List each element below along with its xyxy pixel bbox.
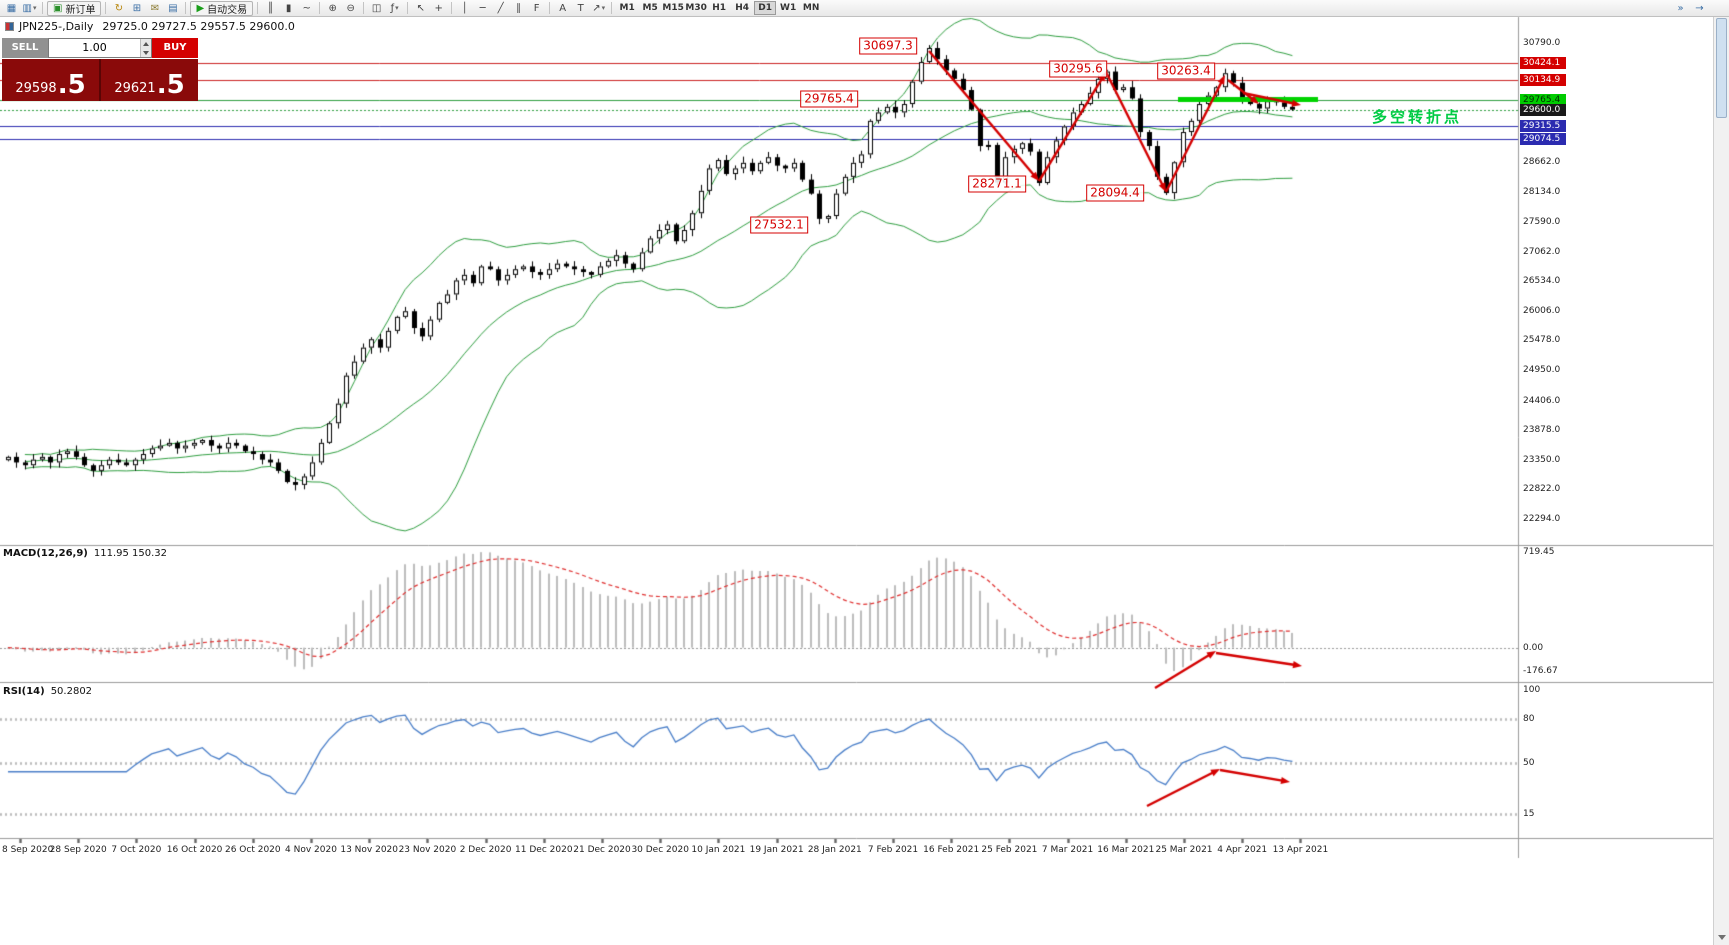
- trade-panel-prices: 29598.5 29621.5: [2, 59, 198, 101]
- timeframe-h4[interactable]: H4: [735, 3, 750, 13]
- auto-trading-icon: ▶: [196, 2, 205, 14]
- fibonacci-icon[interactable]: F: [533, 2, 540, 14]
- line-chart-icon[interactable]: ~: [302, 2, 311, 14]
- dropdown-caret-icon: ▾: [601, 4, 606, 12]
- timeframe-w1[interactable]: W1: [780, 3, 797, 13]
- timeframe-h1[interactable]: H1: [712, 3, 727, 13]
- chart-title: JPN225-,Daily 29725.0 29727.5 29557.5 29…: [5, 20, 295, 33]
- zoom-in-icon[interactable]: ⊕: [328, 2, 337, 14]
- timeframe-mn[interactable]: MN: [802, 3, 820, 13]
- toolbar-right-group: » →: [1672, 1, 1708, 16]
- toolbar-separator: [319, 2, 321, 14]
- data-window-icon[interactable]: ▤: [168, 2, 178, 14]
- tile-windows-icon[interactable]: ◫: [371, 2, 382, 14]
- volume-down-icon[interactable]: [141, 48, 151, 57]
- scrollbar[interactable]: [1713, 0, 1729, 945]
- new-chart-icon[interactable]: ▦: [6, 2, 17, 14]
- cursor-icon[interactable]: ↖: [416, 2, 425, 14]
- timeframe-m1[interactable]: M1: [619, 3, 635, 13]
- volume-field[interactable]: 1.00: [48, 38, 152, 58]
- auto-scroll-icon[interactable]: →: [1695, 2, 1704, 14]
- sell-price[interactable]: 29598.5: [2, 59, 101, 101]
- auto-trading-button[interactable]: ▶ 自动交易: [190, 0, 254, 16]
- trendline-icon[interactable]: ╱: [497, 2, 504, 14]
- symbol-name: JPN225-,Daily: [19, 20, 94, 33]
- toolbar-main-group: ▦ ▥ ▾ ▣ 新订单 ↻ ⊞ ✉ ▤ ▶ 自动交易 ║ ▮ ~ ⊕ ⊖ ◫ ƒ ▾ ↖ + │ ─ ╱ ∥ F A T ↗ ▾ M1 M5 M…: [3, 0, 822, 16]
- sell-button[interactable]: SELL: [2, 38, 48, 58]
- timeframe-d1[interactable]: D1: [754, 1, 777, 15]
- sell-price-main: 29598: [15, 81, 57, 96]
- vertical-line-icon[interactable]: │: [461, 2, 468, 14]
- channel-icon[interactable]: ∥: [516, 2, 522, 14]
- new-order-icon: ▣: [53, 2, 63, 14]
- bar-chart-icon[interactable]: ║: [267, 2, 274, 14]
- chart-profiles-icon[interactable]: ▥ ▾: [22, 2, 37, 14]
- scroll-down-icon[interactable]: [1714, 929, 1729, 945]
- toolbar-separator: [105, 2, 107, 14]
- arrows-icon[interactable]: ↗ ▾: [592, 2, 606, 14]
- timeframe-m15[interactable]: M15: [662, 3, 684, 13]
- toolbar-separator: [549, 2, 551, 14]
- buy-button[interactable]: BUY: [152, 38, 198, 58]
- market-watch-icon[interactable]: ⊞: [132, 2, 142, 14]
- refresh-icon[interactable]: ↻: [114, 2, 124, 14]
- toolbar-separator: [185, 2, 187, 14]
- buy-price-main: 29621: [114, 81, 156, 96]
- toolbar-separator: [257, 2, 259, 14]
- auto-trading-label: 自动交易: [207, 4, 248, 16]
- horizontal-line-icon[interactable]: ─: [479, 2, 486, 14]
- one-click-trading-panel: SELL 1.00 BUY 29598.5 29621.5: [2, 38, 198, 101]
- new-order-label: 新订单: [65, 4, 96, 16]
- ohlc-values: 29725.0 29727.5 29557.5 29600.0: [102, 20, 295, 33]
- sell-price-frac: .5: [57, 70, 86, 100]
- toolbar-separator: [42, 2, 43, 14]
- crosshair-icon[interactable]: +: [434, 2, 443, 14]
- buy-price[interactable]: 29621.5: [101, 59, 198, 101]
- volume-up-icon[interactable]: [141, 39, 151, 48]
- new-order-button[interactable]: ▣ 新订单: [47, 0, 102, 16]
- dropdown-caret-icon: ▾: [32, 4, 37, 12]
- toolbar-separator: [363, 2, 365, 14]
- toolbar-separator: [611, 2, 613, 14]
- scrollbar-thumb[interactable]: [1716, 18, 1727, 118]
- volume-value[interactable]: 1.00: [82, 41, 107, 54]
- symbol-icon: [5, 22, 14, 31]
- zoom-out-icon[interactable]: ⊖: [346, 2, 355, 14]
- indicators-icon[interactable]: ƒ ▾: [390, 2, 399, 14]
- text-icon[interactable]: A: [559, 2, 567, 14]
- toolbar-separator: [451, 2, 453, 14]
- chart-shift-icon[interactable]: »: [1677, 2, 1684, 14]
- text-label-icon[interactable]: T: [577, 2, 584, 14]
- trade-panel-top-row: SELL 1.00 BUY: [2, 38, 198, 58]
- timeframe-m5[interactable]: M5: [642, 3, 658, 13]
- toolbar: ▦ ▥ ▾ ▣ 新订单 ↻ ⊞ ✉ ▤ ▶ 自动交易 ║ ▮ ~ ⊕ ⊖ ◫ ƒ ▾ ↖ + │ ─ ╱ ∥ F A T ↗ ▾ M1 M5 M…: [0, 0, 1729, 17]
- mail-icon[interactable]: ✉: [150, 2, 160, 14]
- timeframe-m30[interactable]: M30: [685, 3, 707, 13]
- toolbar-separator: [407, 2, 409, 14]
- buy-price-frac: .5: [156, 70, 185, 100]
- candlestick-chart-icon[interactable]: ▮: [285, 2, 292, 14]
- dropdown-caret-icon: ▾: [395, 4, 399, 12]
- volume-stepper[interactable]: [140, 39, 151, 57]
